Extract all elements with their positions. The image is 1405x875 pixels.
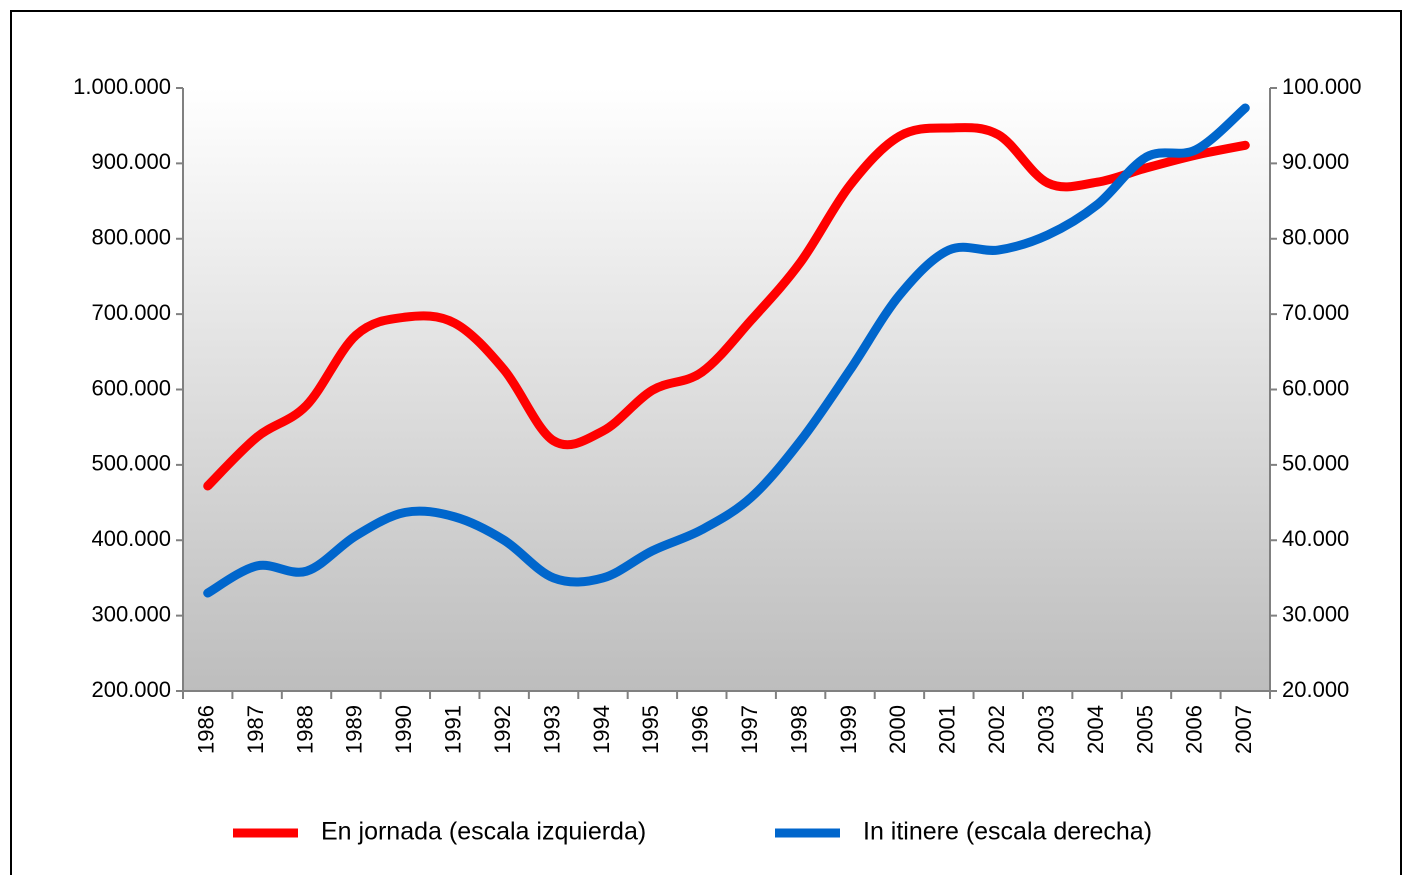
y-tick-label: 300.000 [91, 601, 171, 626]
legend-label: In itinere (escala derecha) [863, 818, 1152, 846]
x-tick-label: 1990 [391, 705, 416, 754]
y-tick-label: 600.000 [91, 375, 171, 400]
x-tick-label: 1997 [737, 705, 762, 754]
y2-tick-label: 100.000 [1282, 74, 1362, 99]
x-tick-label: 1992 [490, 705, 515, 754]
plot-area [183, 88, 1270, 691]
x-tick-label: 1994 [589, 705, 614, 754]
series-line [203, 123, 1250, 491]
x-tick-label: 1986 [194, 705, 219, 754]
y2-tick-label: 40.000 [1282, 526, 1349, 551]
x-tick-label: 1996 [688, 705, 713, 754]
x-tick-label: 2001 [935, 705, 960, 754]
y-tick-label: 1.000.000 [73, 74, 171, 99]
x-tick-label: 1989 [342, 705, 367, 754]
x-tick-label: 1999 [836, 705, 861, 754]
y2-tick-label: 30.000 [1282, 601, 1349, 626]
x-tick-label: 2004 [1083, 705, 1108, 754]
y2-tick-label: 50.000 [1282, 451, 1349, 476]
y2-tick-label: 20.000 [1282, 677, 1349, 702]
x-tick-label: 1987 [243, 705, 268, 754]
x-tick-label: 1993 [539, 705, 564, 754]
x-tick-label: 2005 [1132, 705, 1157, 754]
x-tick-label: 2007 [1231, 705, 1256, 754]
y-tick-label: 900.000 [91, 149, 171, 174]
y-tick-label: 500.000 [91, 451, 171, 476]
y-tick-label: 200.000 [91, 677, 171, 702]
x-tick-label: 1991 [441, 705, 466, 754]
y2-tick-label: 90.000 [1282, 149, 1349, 174]
x-tick-label: 2003 [1033, 705, 1058, 754]
x-tick-label: 1995 [638, 705, 663, 754]
y2-tick-label: 60.000 [1282, 375, 1349, 400]
x-tick-label: 2002 [984, 705, 1009, 754]
legend-label: En jornada (escala izquierda) [321, 818, 646, 846]
series-line [203, 103, 1250, 598]
x-tick-label: 2006 [1182, 705, 1207, 754]
y2-tick-label: 70.000 [1282, 300, 1349, 325]
x-tick-label: 2000 [885, 705, 910, 754]
x-tick-label: 1998 [786, 705, 811, 754]
y-tick-label: 700.000 [91, 300, 171, 325]
x-tick-label: 1988 [292, 705, 317, 754]
y-tick-label: 400.000 [91, 526, 171, 551]
y-tick-label: 800.000 [91, 225, 171, 250]
y2-tick-label: 80.000 [1282, 225, 1349, 250]
